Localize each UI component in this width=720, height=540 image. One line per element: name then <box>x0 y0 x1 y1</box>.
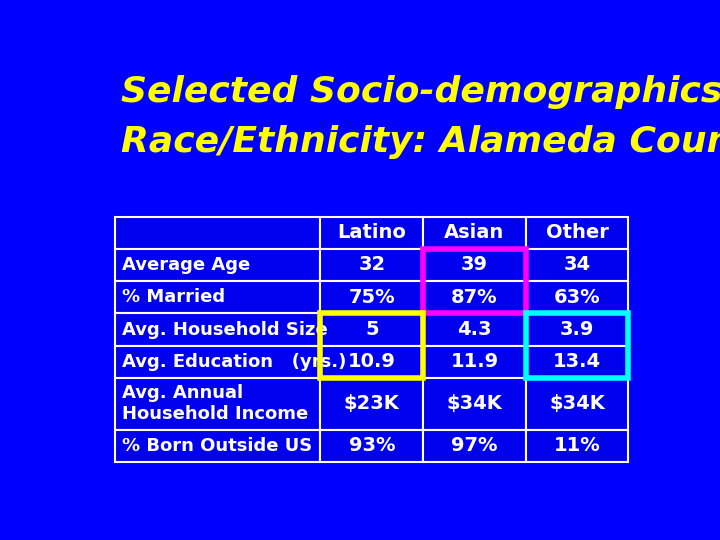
Bar <box>320 313 423 346</box>
Text: Asian: Asian <box>444 223 505 242</box>
Bar <box>423 249 526 281</box>
Bar <box>320 346 423 378</box>
Bar <box>320 281 423 313</box>
Text: Avg. Annual
Household Income: Avg. Annual Household Income <box>122 384 308 423</box>
Text: 87%: 87% <box>451 288 498 307</box>
Text: 34: 34 <box>564 255 590 274</box>
Text: Selected Socio-demographics by: Selected Socio-demographics by <box>121 75 720 109</box>
Bar <box>526 281 629 313</box>
Text: $34K: $34K <box>549 394 605 413</box>
Text: 75%: 75% <box>348 288 395 307</box>
Bar <box>115 249 320 281</box>
Bar <box>423 378 526 430</box>
Text: 13.4: 13.4 <box>553 352 601 372</box>
Bar <box>526 378 629 430</box>
Text: 3.9: 3.9 <box>560 320 594 339</box>
Text: 32: 32 <box>359 255 385 274</box>
Text: 39: 39 <box>461 255 488 274</box>
Bar <box>526 217 629 249</box>
Bar <box>115 281 320 313</box>
Bar <box>423 281 526 313</box>
Bar <box>526 430 629 462</box>
Bar <box>423 313 526 346</box>
Text: Avg. Education   (yrs.): Avg. Education (yrs.) <box>122 353 346 371</box>
Bar <box>320 378 423 430</box>
Bar <box>526 249 629 281</box>
Text: Avg. Household Size: Avg. Household Size <box>122 321 328 339</box>
Text: $34K: $34K <box>446 394 503 413</box>
Text: 10.9: 10.9 <box>348 352 396 372</box>
Text: $23K: $23K <box>344 394 400 413</box>
Bar <box>320 217 423 249</box>
Bar <box>320 430 423 462</box>
Text: % Born Outside US: % Born Outside US <box>122 437 312 455</box>
Text: 4.3: 4.3 <box>457 320 492 339</box>
Bar <box>115 217 320 249</box>
Text: Latino: Latino <box>338 223 406 242</box>
Bar <box>423 217 526 249</box>
Text: 63%: 63% <box>554 288 600 307</box>
Text: Other: Other <box>546 223 608 242</box>
Text: Average Age: Average Age <box>122 256 250 274</box>
Bar <box>115 378 320 430</box>
Bar <box>526 346 629 378</box>
Bar <box>115 430 320 462</box>
Text: 11.9: 11.9 <box>451 352 498 372</box>
Bar <box>423 249 526 313</box>
Text: % Married: % Married <box>122 288 225 306</box>
Text: 93%: 93% <box>348 436 395 455</box>
Text: 11%: 11% <box>554 436 600 455</box>
Bar <box>320 313 423 378</box>
Bar <box>115 346 320 378</box>
Text: 5: 5 <box>365 320 379 339</box>
Text: 97%: 97% <box>451 436 498 455</box>
Text: Race/Ethnicity: Alameda County: Race/Ethnicity: Alameda County <box>121 125 720 159</box>
Bar <box>320 249 423 281</box>
Bar <box>423 430 526 462</box>
Bar <box>115 313 320 346</box>
Bar <box>526 313 629 346</box>
Bar <box>526 313 629 378</box>
Bar <box>423 346 526 378</box>
